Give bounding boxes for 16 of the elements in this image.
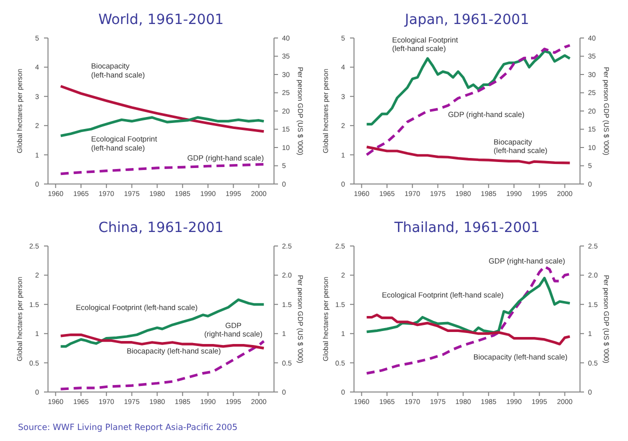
line-series	[365, 314, 572, 346]
line-series	[59, 298, 266, 348]
chart-title: China, 1961-2001	[98, 220, 224, 236]
line-series	[365, 265, 572, 375]
chart-title: Japan, 1961-2001	[404, 12, 530, 28]
line-series	[59, 84, 266, 133]
line-series	[365, 44, 572, 156]
line-series	[365, 146, 572, 164]
chart-title: Thailand, 1961-2001	[393, 220, 540, 236]
line-series	[59, 162, 266, 176]
line-series	[59, 340, 266, 390]
line-series	[365, 276, 572, 334]
line-series	[59, 333, 266, 350]
chart-title: World, 1961-2001	[98, 12, 224, 28]
source-note: Source: WWF Living Planet Report Asia-Pacific 2005	[18, 423, 238, 433]
line-series	[59, 116, 266, 138]
